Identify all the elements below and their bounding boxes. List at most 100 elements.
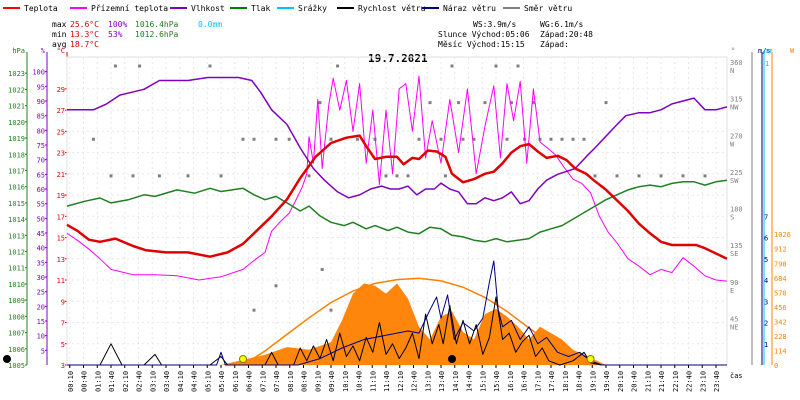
axis-tick-w: 228 (774, 333, 787, 341)
axis-tick-pct: 20 (37, 303, 45, 311)
axis-tick-pct: 55 (37, 201, 45, 209)
axis-tick-dir: 90 (730, 279, 738, 287)
wind-direction-point (428, 101, 432, 105)
legend-label-hum: Vlhkost (191, 4, 225, 13)
axis-label-hpa: hPa (12, 47, 25, 55)
time-tick-label: 13:40 (438, 371, 446, 392)
axis-tick-temp: 13 (57, 256, 65, 264)
time-tick-label: 21:10 (644, 371, 652, 392)
time-tick-label: 02:10 (122, 371, 130, 392)
wind-direction-point (208, 64, 212, 68)
axis-tick-dir-name: NE (730, 323, 738, 331)
time-tick-label: 01:10 (94, 371, 102, 392)
time-tick-label: 15:10 (479, 371, 487, 392)
axis-tick-ms: 7 (764, 213, 768, 221)
axis-tick-hpa: 1017 (8, 167, 25, 175)
moon-phase-marker (3, 355, 11, 363)
time-tick-label: 19:10 (589, 371, 597, 392)
axis-tick-ms: 3 (764, 298, 768, 306)
axis-tick-dir: 315 (730, 96, 743, 104)
time-tick-label: 00:40 (81, 371, 89, 392)
axis-tick-pct: 90 (37, 98, 45, 106)
wind-direction-point (307, 174, 311, 178)
series-line-vlhkost (67, 76, 728, 205)
axis-tick-hpa: 1022 (8, 86, 25, 94)
axis-tick-hpa: 1014 (8, 216, 25, 224)
sunrise-marker (239, 355, 247, 363)
axis-tick-dir-name: S (730, 214, 734, 222)
legend-label-feel: Přízemní teplota (91, 4, 168, 13)
axis-tick-pct: 100 (32, 69, 45, 77)
time-tick-label: 12:40 (411, 371, 419, 392)
stat-min-temp: 13.3°C (70, 30, 99, 39)
series-line-p-zemn-teplota (66, 75, 728, 282)
axis-tick-dir: 270 (730, 132, 743, 140)
wind-direction-point (472, 137, 476, 141)
wind-direction-point (355, 137, 359, 141)
wind-direction-point (274, 137, 278, 141)
time-tick-label: 22:10 (672, 371, 680, 392)
axis-tick-hpa: 1005 (8, 362, 25, 370)
axis-tick-temp: 21 (57, 171, 65, 179)
axis-tick-dir: 225 (730, 169, 743, 177)
stat-max-press: 1016.4hPa (135, 20, 179, 29)
axis-tick-pct: 40 (37, 245, 45, 253)
axis-tick-hpa: 1008 (8, 313, 25, 321)
wind-direction-point (703, 174, 707, 178)
time-tick-label: 16:10 (507, 371, 515, 392)
axis-tick-hpa: 1006 (8, 346, 25, 354)
axis-tick-hpa: 1009 (8, 297, 25, 305)
axis-tick-w: 684 (774, 275, 787, 283)
axis-tick-hpa: 1018 (8, 151, 25, 159)
time-tick-label: 00:10 (67, 371, 75, 392)
axis-tick-pct: 85 (37, 113, 45, 121)
stat-min-label: min (52, 30, 67, 39)
wind-direction-point (571, 137, 575, 141)
axis-tick-hpa: 1020 (8, 119, 25, 127)
wind-direction-point (681, 174, 685, 178)
time-tick-label: 18:40 (576, 371, 584, 392)
wind-direction-point (483, 101, 487, 105)
wind-gust-avg: WG:6.1m/s (540, 20, 584, 29)
axis-tick-w: 1026 (774, 231, 791, 239)
axis-tick-pct: 35 (37, 259, 45, 267)
axis-tick-hpa: 1015 (8, 200, 25, 208)
moon-set: Západ: (540, 40, 569, 49)
axis-tick-pct: 75 (37, 142, 45, 150)
axis-tick-dir: 360 (730, 59, 743, 67)
wind-direction-point (384, 174, 388, 178)
time-tick-label: 18:10 (562, 371, 570, 392)
wind-direction-point (131, 174, 135, 178)
wind-direction-point (329, 308, 333, 312)
time-axis-label: čas (730, 372, 743, 380)
axis-tick-pct: 10 (37, 333, 45, 341)
axis-tick-temp: 29 (57, 86, 65, 94)
axis-label-pct: % (41, 47, 46, 55)
wind-direction-point (395, 174, 399, 178)
axis-tick-w: 570 (774, 289, 787, 297)
series-line-tlak (66, 179, 728, 243)
axis-tick-temp: 25 (57, 128, 65, 136)
axis-tick-ms: 4 (764, 277, 768, 285)
axis-tick-mm: 1 (765, 60, 769, 68)
axis-tick-dir-name: N (730, 67, 734, 75)
axis-tick-pct: 25 (37, 289, 45, 297)
plot-area (3, 56, 728, 366)
wind-direction-point (417, 137, 421, 141)
legend-label-press: Tlak (251, 4, 270, 13)
wind-direction-point (659, 174, 663, 178)
axis-label-dir: ° (731, 47, 735, 55)
wind-direction-point (219, 174, 223, 178)
axis-tick-temp: 9 (61, 298, 65, 306)
time-tick-label: 23:10 (699, 371, 707, 392)
time-tick-label: 09:40 (328, 371, 336, 392)
wind-direction-point (336, 64, 340, 68)
wind-direction-point (450, 64, 454, 68)
wind-direction-point (252, 308, 256, 312)
time-tick-label: 19:40 (603, 371, 611, 392)
moon-rise: Měsíc Východ:15:15 (438, 40, 525, 49)
legend: Teplota Přízemní teplota Vlhkost Tlak Sr… (3, 4, 572, 13)
wind-sun-info: WS:3.9m/s WG:6.1m/s Slunce Východ:05:06 … (438, 20, 593, 49)
wind-direction-point (457, 101, 461, 105)
wind-direction-point (109, 174, 113, 178)
